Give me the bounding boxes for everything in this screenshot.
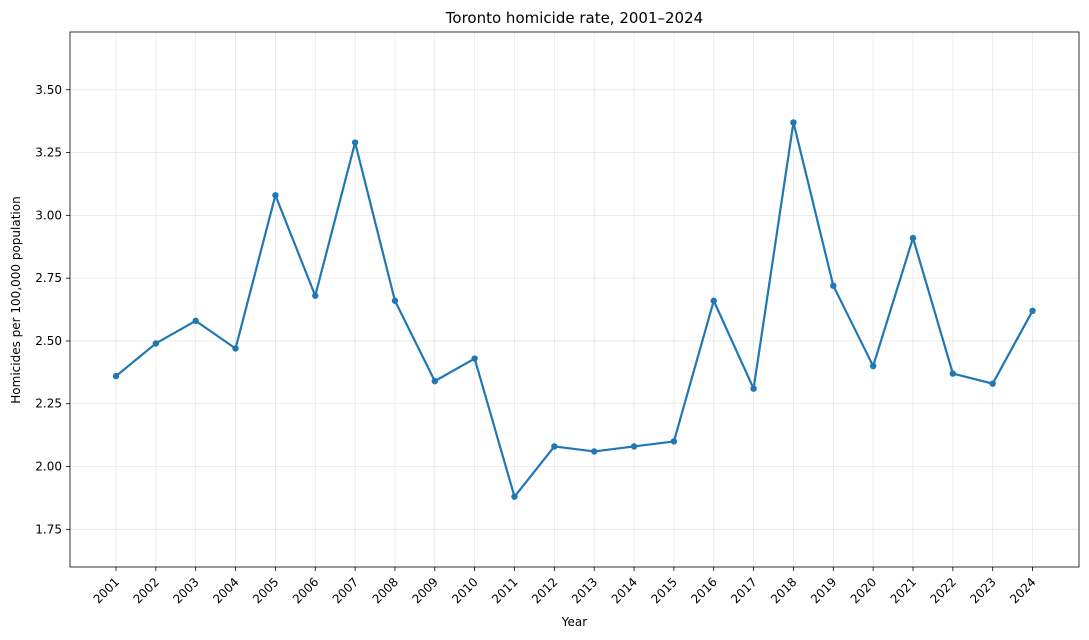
x-tick-label: 2012 — [529, 575, 560, 606]
grid — [70, 32, 1079, 567]
data-point — [351, 139, 359, 146]
data-point — [192, 317, 199, 325]
data-point — [1029, 307, 1036, 315]
y-tick-label: 1.75 — [35, 522, 62, 536]
x-axis: 2001 2002 2003 2004 2005 2006 2007 2008 2009 2010… — [91, 567, 1039, 606]
data-point — [989, 380, 996, 387]
chart-title: Toronto homicide rate, 2001–2024 — [445, 9, 703, 27]
y-tick-label: 2.75 — [35, 271, 62, 285]
x-tick-label: 2023 — [967, 575, 998, 606]
data-point — [830, 282, 837, 289]
y-tick-label: 3.25 — [35, 146, 62, 160]
y-tick-label: 3.00 — [35, 208, 62, 222]
data-point — [750, 385, 757, 392]
data-point — [232, 345, 239, 352]
y-tick-label: 3.50 — [35, 83, 62, 97]
data-point — [591, 448, 598, 455]
data-point — [471, 355, 478, 362]
y-axis-label: Homicides per 100,000 population — [9, 196, 23, 403]
x-tick-label: 2018 — [768, 575, 799, 606]
data-point — [152, 340, 160, 347]
x-tick-label: 2013 — [569, 575, 600, 606]
data-point — [312, 292, 319, 299]
x-tick-label: 2008 — [370, 575, 401, 606]
series-line — [115, 121, 1034, 498]
y-tick-label: 2.00 — [35, 460, 62, 474]
x-tick-label: 2005 — [250, 575, 281, 606]
y-tick-label: 2.25 — [35, 397, 62, 411]
data-point — [511, 493, 518, 500]
data-point — [790, 119, 797, 126]
data-point — [551, 443, 558, 450]
x-tick-label: 2019 — [808, 575, 839, 606]
data-point — [909, 234, 917, 242]
x-tick-label: 2001 — [91, 575, 122, 606]
x-tick-label: 2010 — [449, 575, 480, 606]
x-tick-label: 2017 — [728, 575, 759, 606]
data-point — [670, 438, 678, 445]
y-axis: 1.75 2.00 2.25 2.50 2.75 3.00 3.25 3.50 — [35, 83, 70, 536]
x-tick-label: 2021 — [888, 575, 919, 606]
x-tick-label: 2011 — [489, 575, 520, 606]
x-tick-label: 2016 — [688, 575, 719, 606]
data-point — [949, 370, 957, 377]
x-tick-label: 2020 — [848, 575, 879, 606]
x-tick-label: 2009 — [409, 575, 440, 606]
y-tick-label: 2.50 — [35, 334, 62, 348]
plot-frame — [69, 31, 1080, 568]
data-point — [431, 377, 438, 385]
x-tick-label: 2022 — [927, 575, 958, 606]
x-tick-label: 2002 — [130, 575, 161, 606]
series — [112, 119, 1036, 500]
data-point — [272, 192, 279, 199]
x-tick-label: 2004 — [210, 575, 241, 606]
data-point — [391, 297, 399, 304]
x-tick-label: 2015 — [649, 575, 680, 606]
x-tick-label: 2024 — [1007, 575, 1038, 606]
x-tick-label: 2006 — [290, 575, 321, 606]
data-point — [630, 443, 638, 450]
x-tick-label: 2003 — [170, 575, 201, 606]
x-tick-label: 2014 — [609, 575, 640, 606]
data-point — [112, 372, 120, 380]
data-point — [869, 362, 877, 370]
x-tick-label: 2007 — [330, 575, 361, 606]
x-axis-label: Year — [561, 615, 587, 629]
data-point — [710, 297, 717, 304]
